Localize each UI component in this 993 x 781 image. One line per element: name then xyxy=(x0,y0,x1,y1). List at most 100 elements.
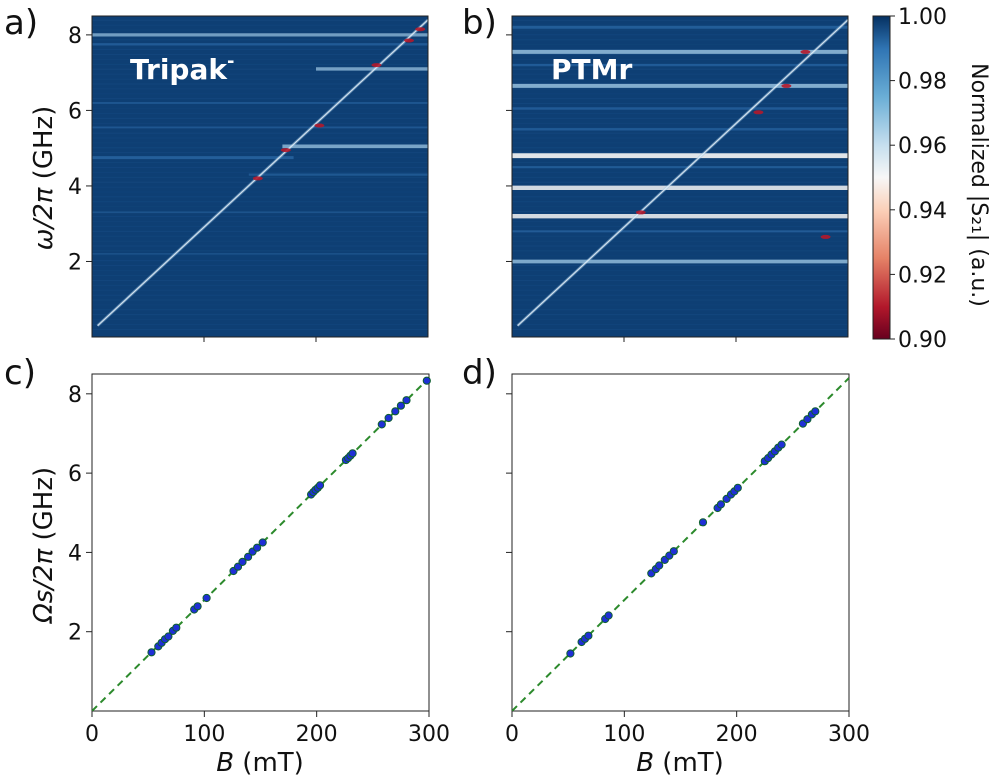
data-point xyxy=(669,547,678,556)
scatter-d-xlabel: B (mT) xyxy=(636,748,724,778)
data-point xyxy=(172,623,181,632)
colorbar-frame xyxy=(872,15,891,340)
heatmap-a-ticks: 2 4 6 8 xyxy=(68,24,317,342)
anticrossing-spot xyxy=(314,123,325,128)
data-point xyxy=(655,561,664,570)
colorbar-tick-label: 0.90 xyxy=(898,328,947,353)
data-point xyxy=(147,648,156,657)
ytick-label: 2 xyxy=(68,250,82,275)
ytick-label: 2 xyxy=(68,621,82,646)
xtick-label: 300 xyxy=(408,722,450,747)
xtick-label: 100 xyxy=(183,722,225,747)
heatmap-b-anticrossings xyxy=(635,49,831,239)
anticrossing-spot xyxy=(753,110,764,115)
xtick-label: 200 xyxy=(716,722,758,747)
anticrossing-spot xyxy=(800,49,811,54)
data-point xyxy=(733,483,742,492)
scatter-c-ticks: 0 100 200 300 2 4 6 8 xyxy=(68,383,450,747)
panel-label-d: d) xyxy=(462,353,497,393)
heatmap-a-anticrossings xyxy=(252,27,426,181)
data-point xyxy=(391,407,400,416)
annotation-a-text: Tripak xyxy=(130,53,228,86)
anticrossing-spot xyxy=(781,83,792,88)
data-point xyxy=(716,500,726,509)
heatmap-b-frame xyxy=(511,15,849,338)
data-point xyxy=(396,401,405,410)
xtick-label: 200 xyxy=(296,722,338,747)
data-point xyxy=(384,413,393,423)
colorbar-tick-label: 0.98 xyxy=(898,70,947,95)
ytick-label: 8 xyxy=(68,24,82,49)
scatter-d-ticks: 0 100 200 300 xyxy=(505,393,870,747)
ylabel-a-main: ω/2π xyxy=(29,187,59,250)
anticrossing-spot xyxy=(820,234,831,239)
ytick-label: 4 xyxy=(68,175,82,200)
heatmap-b-resonance-lines xyxy=(512,19,848,330)
data-point xyxy=(202,593,211,603)
colorbar: 0.90 0.92 0.94 0.96 0.98 1.00 Normalized |S₂₁… xyxy=(872,5,991,353)
data-point xyxy=(584,631,593,640)
heatmap-panel-b: PTMr xyxy=(506,15,849,342)
linear-fit-line xyxy=(92,377,429,711)
colorbar-tick-label: 0.94 xyxy=(898,199,947,224)
colorbar-tick-label: 1.00 xyxy=(898,5,947,30)
heatmap-b-ticks xyxy=(506,34,737,342)
data-point xyxy=(164,632,173,641)
ytick-label: 6 xyxy=(68,462,82,487)
data-point xyxy=(193,602,202,611)
colorbar-gradient xyxy=(873,16,890,339)
xlabel-c-main: B xyxy=(216,748,234,778)
heatmap-a-resonance-lines xyxy=(92,19,428,330)
scatter-c-fit-line xyxy=(92,377,429,711)
heatmap-a-ylabel: ω/2π (GHz) xyxy=(29,106,59,251)
ylabel-c-unit: (GHz) xyxy=(29,467,59,549)
scatter-d-points xyxy=(566,407,820,658)
xtick-label: 100 xyxy=(603,722,645,747)
scatter-panel-c: 0 100 200 300 2 4 6 8 B (mT) Ωs/2π (GHz) xyxy=(29,373,450,778)
panel-label-b: b) xyxy=(462,3,497,43)
ytick-label: 8 xyxy=(68,383,82,408)
anticrossing-spot xyxy=(415,27,426,32)
scatter-d-frame xyxy=(511,373,850,712)
data-point xyxy=(698,518,708,527)
data-point xyxy=(244,552,253,561)
colorbar-tick-label: 0.92 xyxy=(898,263,947,288)
ytick-label: 4 xyxy=(68,541,82,566)
anticrossing-spot xyxy=(252,176,263,181)
annotation-a-sup: - xyxy=(227,51,234,72)
scatter-c-points xyxy=(147,376,431,657)
spin-resonance-line xyxy=(517,19,848,327)
heatmap-a-frame xyxy=(91,15,429,338)
heatmap-a-annotation: Tripak- xyxy=(130,51,234,86)
data-point xyxy=(566,649,575,658)
xtick-label: 300 xyxy=(828,722,870,747)
panel-label-c: c) xyxy=(4,353,36,393)
heatmap-b-spin-diagonal xyxy=(516,18,848,327)
ylabel-a-unit: (GHz) xyxy=(29,106,59,188)
panel-label-a: a) xyxy=(4,3,38,43)
xlabel-d-unit: (mT) xyxy=(654,748,724,778)
xtick-label: 0 xyxy=(505,722,519,747)
heatmap-panel-a: 2 4 6 8 Tripak- ω/2π (GHz) xyxy=(29,15,429,342)
data-point xyxy=(402,396,411,405)
xlabel-c-unit: (mT) xyxy=(234,748,304,778)
colorbar-ticks: 0.90 0.92 0.94 0.96 0.98 1.00 xyxy=(890,5,947,353)
data-point xyxy=(315,481,325,490)
data-point xyxy=(258,538,267,547)
data-point xyxy=(604,611,613,620)
data-point xyxy=(253,543,262,552)
anticrossing-spot xyxy=(280,148,291,153)
data-point xyxy=(348,449,357,458)
xtick-label: 0 xyxy=(85,722,99,747)
heatmap-b-annotation: PTMr xyxy=(551,53,632,86)
anticrossing-spot xyxy=(635,210,646,215)
xlabel-d-main: B xyxy=(636,748,654,778)
heatmap-b-background xyxy=(512,16,848,337)
data-point xyxy=(422,376,431,385)
colorbar-tick-label: 0.96 xyxy=(898,134,947,159)
data-point xyxy=(377,420,386,429)
spin-resonance-line xyxy=(97,19,428,327)
ylabel-c-main: Ωs/2π xyxy=(29,548,59,624)
anticrossing-spot xyxy=(371,63,382,68)
